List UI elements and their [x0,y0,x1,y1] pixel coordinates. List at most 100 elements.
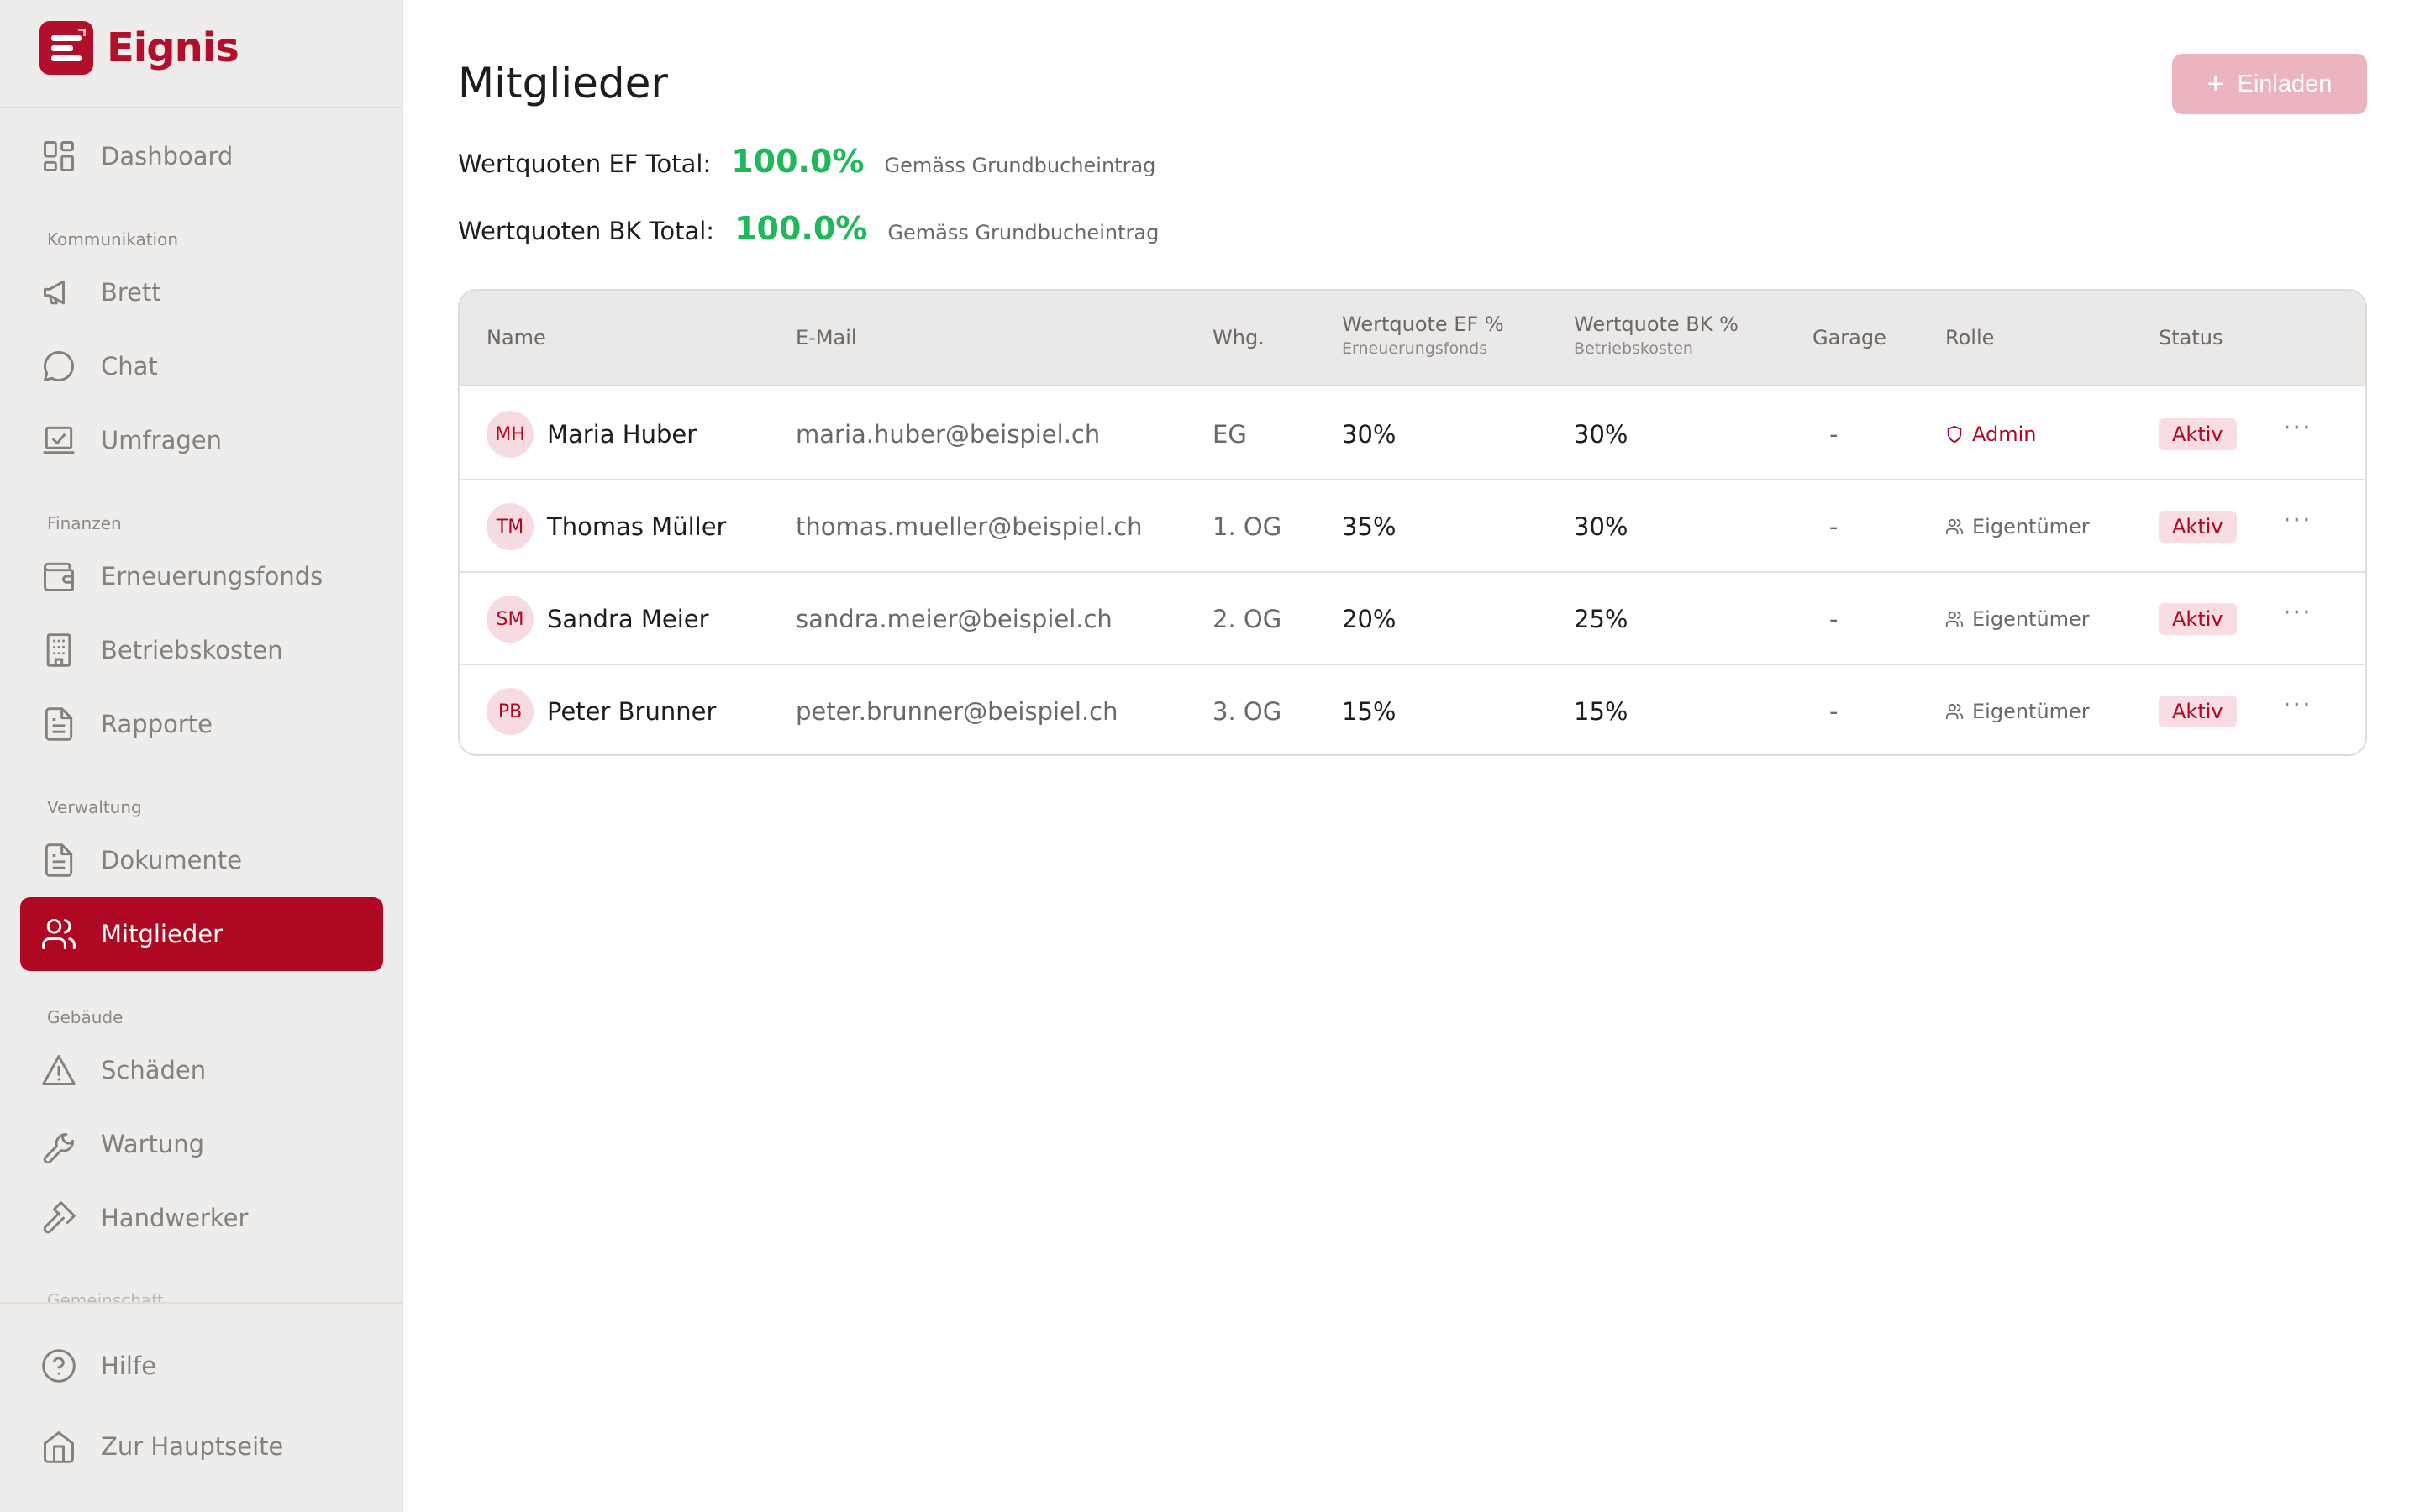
sidebar-item-label: Mitglieder [101,920,223,948]
member-role-cell: Eigentümer [1945,665,2090,754]
home-icon [44,1431,74,1463]
member-quota-bk: 30% [1574,512,1628,541]
quota-value: 100.0% [731,143,865,180]
column-header-ef[interactable]: Wertquote EF % Erneuerungsfonds [1342,312,1504,358]
member-quota-ef: 30% [1342,420,1397,449]
member-email: maria.huber@beispiel.ch [796,420,1101,449]
column-header-bk[interactable]: Wertquote BK % Betriebskosten [1574,312,1739,358]
sidebar-item-label: Brett [101,278,161,307]
member-role: Eigentümer [1945,607,2090,631]
sidebar-item-label: Schäden [101,1056,207,1084]
building-icon [46,633,71,667]
quota-bk-summary: Wertquoten BK Total: 100.0% Gemäss Grund… [458,210,1159,247]
table-row[interactable]: MH Maria Huber maria.huber@beispiel.ch E… [460,388,2365,480]
column-header-garage[interactable]: Garage [1812,326,1886,349]
users-icon [1945,518,1964,535]
member-email: thomas.mueller@beispiel.ch [796,512,1143,541]
divider [0,1302,402,1304]
member-garage: - [1829,605,1839,633]
section-label-finanzen: Finanzen [47,513,122,533]
sidebar-item-betriebskosten[interactable]: Betriebskosten [20,613,383,687]
member-status-cell: Aktiv [2159,573,2237,665]
more-options-icon[interactable]: ··· [2283,597,2312,627]
row-actions-cell: ··· [2283,474,2312,566]
row-actions-cell: ··· [2283,659,2312,751]
member-name: Peter Brunner [547,697,717,726]
sidebar-item-brett[interactable]: Brett [20,255,383,329]
status-badge: Aktiv [2159,418,2237,450]
divider [0,107,402,108]
sidebar-item-wartung[interactable]: Wartung [20,1107,383,1181]
avatar: TM [487,503,534,550]
main-content: Mitglieder + Einladen Wertquoten EF Tota… [403,0,2420,1512]
member-name: Thomas Müller [547,512,727,541]
chat-bubble-icon [44,351,74,381]
quota-note: Gemäss Grundbucheintrag [887,221,1160,244]
sidebar-item-dashboard[interactable]: Dashboard [20,119,383,193]
status-badge: Aktiv [2159,603,2237,635]
sidebar-item-hilfe[interactable]: Hilfe [20,1329,383,1403]
status-badge: Aktiv [2159,511,2237,543]
column-header-email[interactable]: E-Mail [796,326,857,349]
sidebar-item-label: Chat [101,352,158,381]
sidebar-item-label: Umfragen [101,426,223,454]
sidebar-item-umfragen[interactable]: Umfragen [20,403,383,477]
poll-icon [43,426,75,454]
table-row[interactable]: PB Peter Brunner peter.brunner@beispiel.… [460,665,2365,754]
brand-name: Eignis [107,24,239,71]
section-label-gemeinschaft: Gemeinschaft [47,1290,164,1302]
column-header-bk-subtitle: Betriebskosten [1574,339,1693,358]
table-row[interactable]: SM Sandra Meier sandra.meier@beispiel.ch… [460,573,2365,665]
sidebar-item-rapporte[interactable]: Rapporte [20,687,383,761]
brand[interactable]: Eignis [39,20,239,76]
avatar: PB [487,688,534,735]
more-options-icon[interactable]: ··· [2283,690,2312,720]
member-email: peter.brunner@beispiel.ch [796,697,1118,726]
member-quota-bk: 25% [1574,605,1628,633]
sidebar-item-dokumente[interactable]: Dokumente [20,823,383,897]
sidebar-item-zur-hauptseite[interactable]: Zur Hauptseite [20,1410,383,1483]
page-title: Mitglieder [458,59,668,108]
quota-note: Gemäss Grundbucheintrag [884,154,1156,177]
member-name: Sandra Meier [547,605,709,633]
sidebar-item-label: Betriebskosten [101,636,283,664]
column-header-role[interactable]: Rolle [1945,326,1995,349]
more-options-icon[interactable]: ··· [2283,505,2312,535]
sidebar-item-mitglieder[interactable]: Mitglieder [20,897,383,971]
column-header-status[interactable]: Status [2159,326,2223,349]
column-header-name[interactable]: Name [487,326,546,349]
avatar: SM [487,596,534,643]
eignis-logo-icon [39,21,93,75]
users-icon [1945,703,1964,720]
sidebar-item-label: Rapporte [101,710,213,738]
quota-value: 100.0% [734,210,868,247]
table-row[interactable]: TM Thomas Müller thomas.mueller@beispiel… [460,480,2365,573]
member-quota-bk: 30% [1574,420,1628,449]
plus-icon: + [2207,68,2224,100]
wallet-icon [44,562,74,591]
member-status-cell: Aktiv [2159,480,2237,573]
wrench-icon [43,1133,74,1163]
sidebar-item-label: Dashboard [101,142,234,171]
member-name-cell: PB Peter Brunner [487,665,717,754]
sidebar: Eignis Dashboard Kommunikation Brett Cha… [0,0,403,1512]
sidebar-item-label: Zur Hauptseite [101,1432,284,1461]
invite-button[interactable]: + Einladen [2172,54,2367,114]
member-role-cell: Eigentümer [1945,573,2090,665]
sidebar-item-label: Handwerker [101,1204,249,1232]
sidebar-item-schaeden[interactable]: Schäden [20,1033,383,1107]
more-options-icon[interactable]: ··· [2283,412,2312,443]
section-label-verwaltung: Verwaltung [47,797,142,817]
member-quota-bk: 15% [1574,697,1628,726]
members-table: Name E-Mail Whg. Wertquote EF % Erneueru… [458,289,2367,756]
member-role-cell: Eigentümer [1945,480,2090,573]
section-label-gebaeude: Gebäude [47,1007,124,1027]
table-header: Name E-Mail Whg. Wertquote EF % Erneueru… [460,291,2365,386]
column-header-apartment[interactable]: Whg. [1213,326,1265,349]
quota-ef-summary: Wertquoten EF Total: 100.0% Gemäss Grund… [458,143,1155,180]
sidebar-item-chat[interactable]: Chat [20,329,383,403]
sidebar-item-label: Erneuerungsfonds [101,562,324,591]
help-icon [42,1349,76,1383]
sidebar-item-erneuerungsfonds[interactable]: Erneuerungsfonds [20,539,383,613]
sidebar-item-handwerker[interactable]: Handwerker [20,1181,383,1255]
